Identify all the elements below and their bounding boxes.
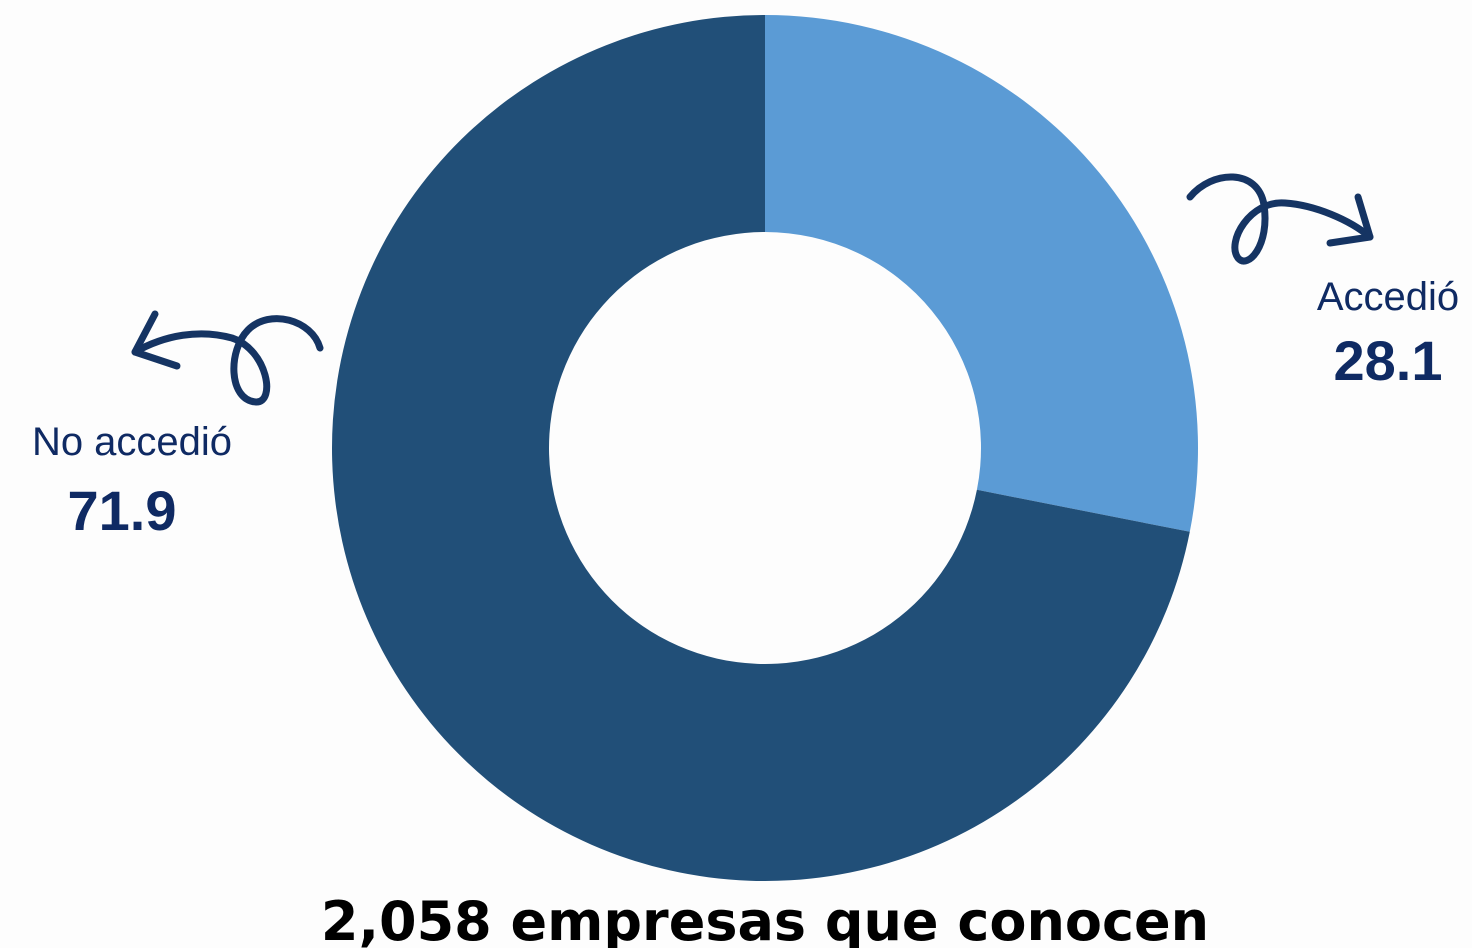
donut-slice-accedio <box>765 15 1198 532</box>
slice-value-accedio: 28.1 <box>1334 329 1443 392</box>
donut-slice-no-accedio <box>331 15 1190 881</box>
arrow-right-icon <box>1186 173 1374 265</box>
slice-value-no-accedio: 71.9 <box>68 479 177 542</box>
arrow-left-icon <box>131 310 324 406</box>
chart-caption: 2,058 empresas que conocen <box>321 890 1209 948</box>
slice-label-accedio: Accedió <box>1317 275 1459 319</box>
donut-slices <box>331 15 1198 881</box>
slice-label-no-accedio: No accedió <box>32 420 232 464</box>
